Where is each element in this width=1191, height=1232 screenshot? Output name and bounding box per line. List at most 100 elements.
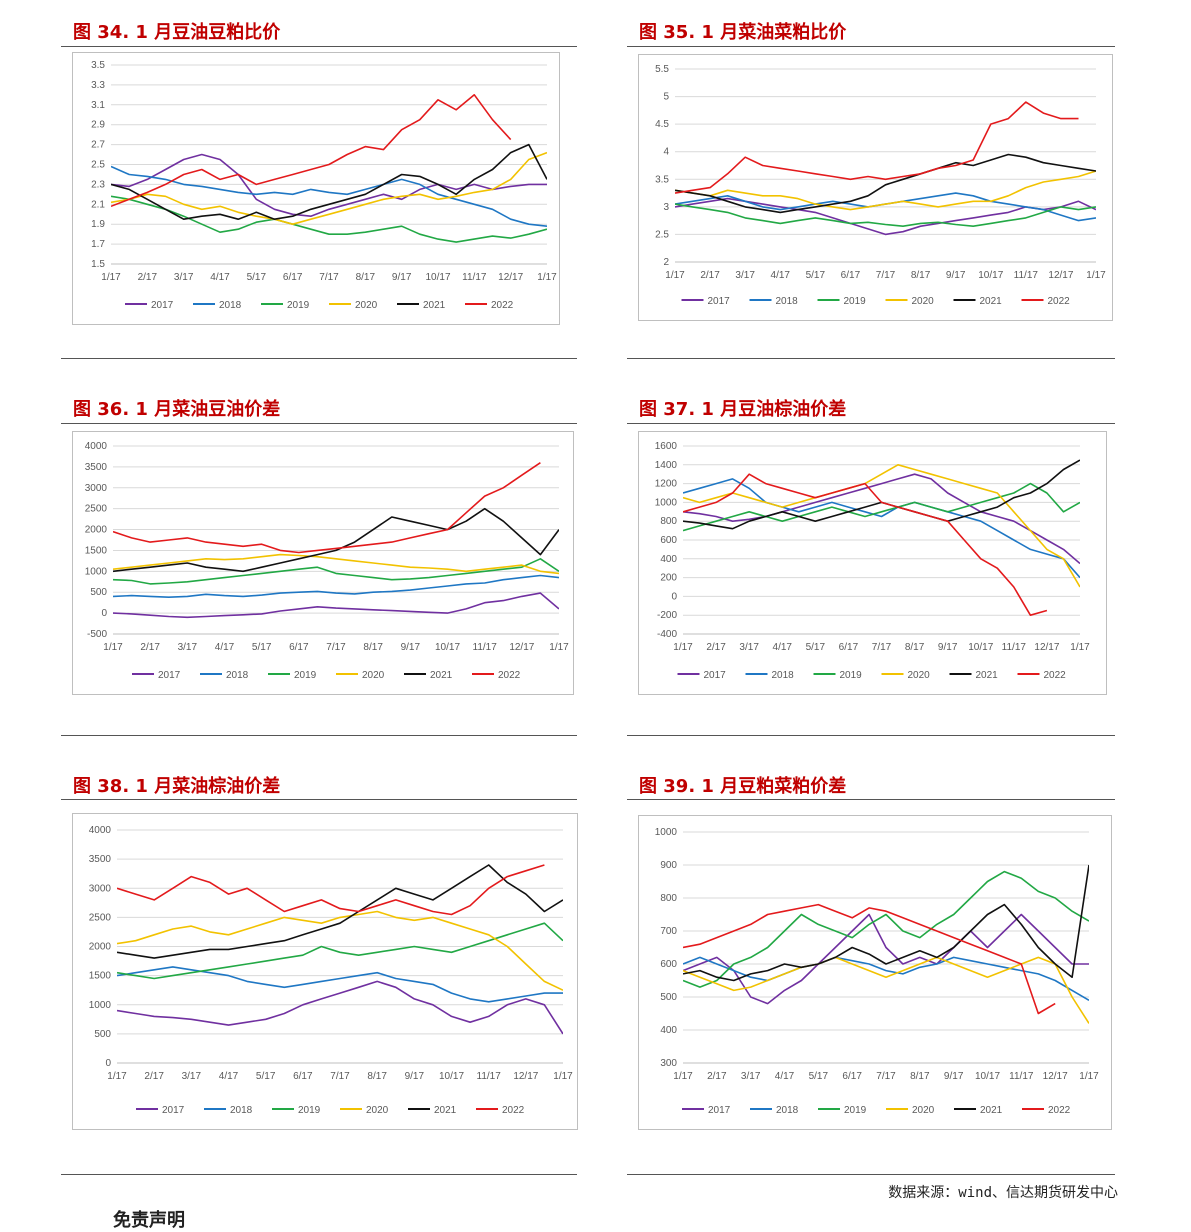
fig38-title-rule (61, 799, 577, 800)
fig36-y-tick-label: 1500 (85, 545, 108, 556)
fig39-y-tick-label: 300 (660, 1058, 677, 1069)
fig39-y-tick-label: 1000 (655, 827, 678, 838)
fig34-y-tick-label: 2.7 (91, 140, 105, 151)
fig39-legend-label-2017: 2017 (708, 1105, 731, 1116)
fig36-title-rule (61, 423, 577, 424)
fig38-title: 图 38. 1 月菜油棕油价差 (73, 776, 281, 797)
fig39-y-tick-label: 900 (660, 860, 677, 871)
fig35-x-tick-label: 9/17 (946, 270, 966, 281)
fig39-x-tick-label: 9/17 (944, 1071, 964, 1082)
fig38-x-tick-label: 11/17 (477, 1071, 502, 1082)
fig35-y-tick-label: 3 (663, 202, 669, 213)
fig38-legend-label-2020: 2020 (366, 1105, 389, 1116)
fig39-legend-label-2019: 2019 (844, 1105, 867, 1116)
fig39-series-2019 (683, 870, 1089, 988)
fig34-title-rule (61, 46, 577, 47)
fig35-x-tick-label: 7/17 (876, 270, 896, 281)
fig36-chart: -500 0 500 1000 1500 2000 2500 3000 3500 4000 1/17… (72, 431, 574, 695)
fig35-legend-label-2022: 2022 (1048, 296, 1071, 307)
fig34-x-tick-label: 1/17 (537, 272, 557, 283)
fig39-x-tick-label: 10/17 (975, 1071, 1000, 1082)
fig34-x-tick-label: 5/17 (247, 272, 267, 283)
fig35-series-2019 (675, 203, 1096, 227)
fig35-y-tick-label: 5 (663, 92, 669, 103)
fig34-legend-label-2020: 2020 (355, 300, 378, 311)
fig39-series-2017 (683, 913, 1089, 1005)
fig37-y-tick-label: -200 (657, 610, 677, 621)
fig39-x-tick-label: 4/17 (775, 1071, 795, 1082)
fig38-svg: 0 500 1000 1500 2000 2500 3000 3500 4000 1/17 2/17… (89, 825, 573, 1116)
fig38-x-tick-label: 7/17 (330, 1071, 350, 1082)
fig34-y-tick-label: 2.1 (91, 199, 105, 210)
fig36-x-tick-label: 3/17 (178, 642, 198, 653)
fig34-series-2021 (111, 143, 547, 220)
fig37-legend-label-2021: 2021 (976, 670, 999, 681)
fig34-y-tick-label: 1.7 (91, 239, 105, 250)
fig35-title-rule (627, 46, 1115, 47)
fig37-legend-label-2018: 2018 (772, 670, 795, 681)
fig37-legend-label-2020: 2020 (908, 670, 931, 681)
fig38-legend-label-2018: 2018 (230, 1105, 253, 1116)
fig35-y-tick-label: 4 (663, 147, 669, 158)
fig38-y-tick-label: 4000 (89, 825, 112, 836)
fig39-series-2020 (683, 956, 1089, 1024)
fig34-x-tick-label: 8/17 (356, 272, 376, 283)
fig35-series-2020 (675, 170, 1096, 211)
fig36-y-tick-label: 2500 (85, 504, 108, 515)
fig37-x-tick-label: 2/17 (706, 642, 726, 653)
fig37-y-tick-label: 800 (660, 516, 677, 527)
fig34-legend-label-2022: 2022 (491, 300, 514, 311)
fig37-y-tick-label: 0 (671, 591, 677, 602)
fig35-y-tick-label: 3.5 (655, 174, 669, 185)
fig36-series-2018 (113, 574, 559, 598)
fig34-chart: 1.5 1.7 1.9 2.1 2.3 2.5 2.7 2.9 3.1 3.3 3.5 1/17 2/1… (72, 52, 560, 325)
fig38-x-tick-label: 8/17 (367, 1071, 387, 1082)
fig36-y-tick-label: 2000 (85, 525, 108, 536)
fig35-x-tick-label: 1/17 (1086, 270, 1106, 281)
fig37-y-tick-label: 600 (660, 535, 677, 546)
fig39-y-tick-label: 800 (660, 893, 677, 904)
fig34-legend-label-2018: 2018 (219, 300, 242, 311)
fig37-x-tick-label: 6/17 (839, 642, 859, 653)
fig34-title: 图 34. 1 月豆油豆粕比价 (73, 22, 281, 43)
fig36-x-tick-label: 2/17 (140, 642, 160, 653)
fig36-legend-label-2017: 2017 (158, 670, 181, 681)
data-source-note: 数据来源：wind、信达期货研发中心 (888, 1185, 1118, 1201)
fig38-x-tick-label: 2/17 (144, 1071, 164, 1082)
fig36-x-tick-label: 6/17 (289, 642, 309, 653)
fig34-x-tick-label: 7/17 (319, 272, 339, 283)
fig39-series-2021 (683, 864, 1089, 982)
fig35-y-tick-label: 2 (663, 257, 669, 268)
fig39-x-tick-label: 3/17 (741, 1071, 761, 1082)
fig34-y-tick-label: 1.9 (91, 219, 105, 230)
fig39-x-tick-label: 8/17 (910, 1071, 930, 1082)
fig34-x-tick-label: 11/17 (462, 272, 487, 283)
fig35-x-tick-label: 8/17 (911, 270, 931, 281)
fig37-x-tick-label: 8/17 (905, 642, 925, 653)
fig34-bottom-rule (61, 358, 577, 359)
fig36-y-tick-label: 1000 (85, 566, 108, 577)
fig35-legend-label-2019: 2019 (844, 296, 867, 307)
fig37-y-tick-label: 1600 (655, 441, 678, 452)
fig39-y-tick-label: 500 (660, 992, 677, 1003)
fig35-legend-label-2017: 2017 (708, 296, 731, 307)
fig37-y-tick-label: 400 (660, 554, 677, 565)
fig39-y-tick-label: 700 (660, 926, 677, 937)
fig38-x-tick-label: 5/17 (256, 1071, 276, 1082)
fig36-legend-label-2022: 2022 (498, 670, 521, 681)
fig39-x-tick-label: 7/17 (876, 1071, 896, 1082)
fig39-x-tick-label: 1/17 (1079, 1071, 1099, 1082)
fig39-title: 图 39. 1 月豆粕菜粕价差 (639, 776, 847, 797)
fig37-chart: -400 -200 0 200 400 600 800 1000 1200 1400 1600 1/1… (638, 431, 1107, 695)
fig34-y-tick-label: 3.5 (91, 60, 105, 71)
fig38-y-tick-label: 3500 (89, 854, 112, 865)
fig36-x-tick-label: 7/17 (326, 642, 346, 653)
fig39-legend-label-2018: 2018 (776, 1105, 799, 1116)
fig34-x-tick-label: 3/17 (174, 272, 194, 283)
fig36-series-2019 (113, 558, 559, 585)
fig37-x-tick-label: 4/17 (773, 642, 793, 653)
fig39-x-tick-label: 1/17 (673, 1071, 693, 1082)
fig34-series-2019 (111, 195, 547, 243)
fig37-y-tick-label: -400 (657, 629, 677, 640)
fig39-legend-label-2022: 2022 (1048, 1105, 1071, 1116)
